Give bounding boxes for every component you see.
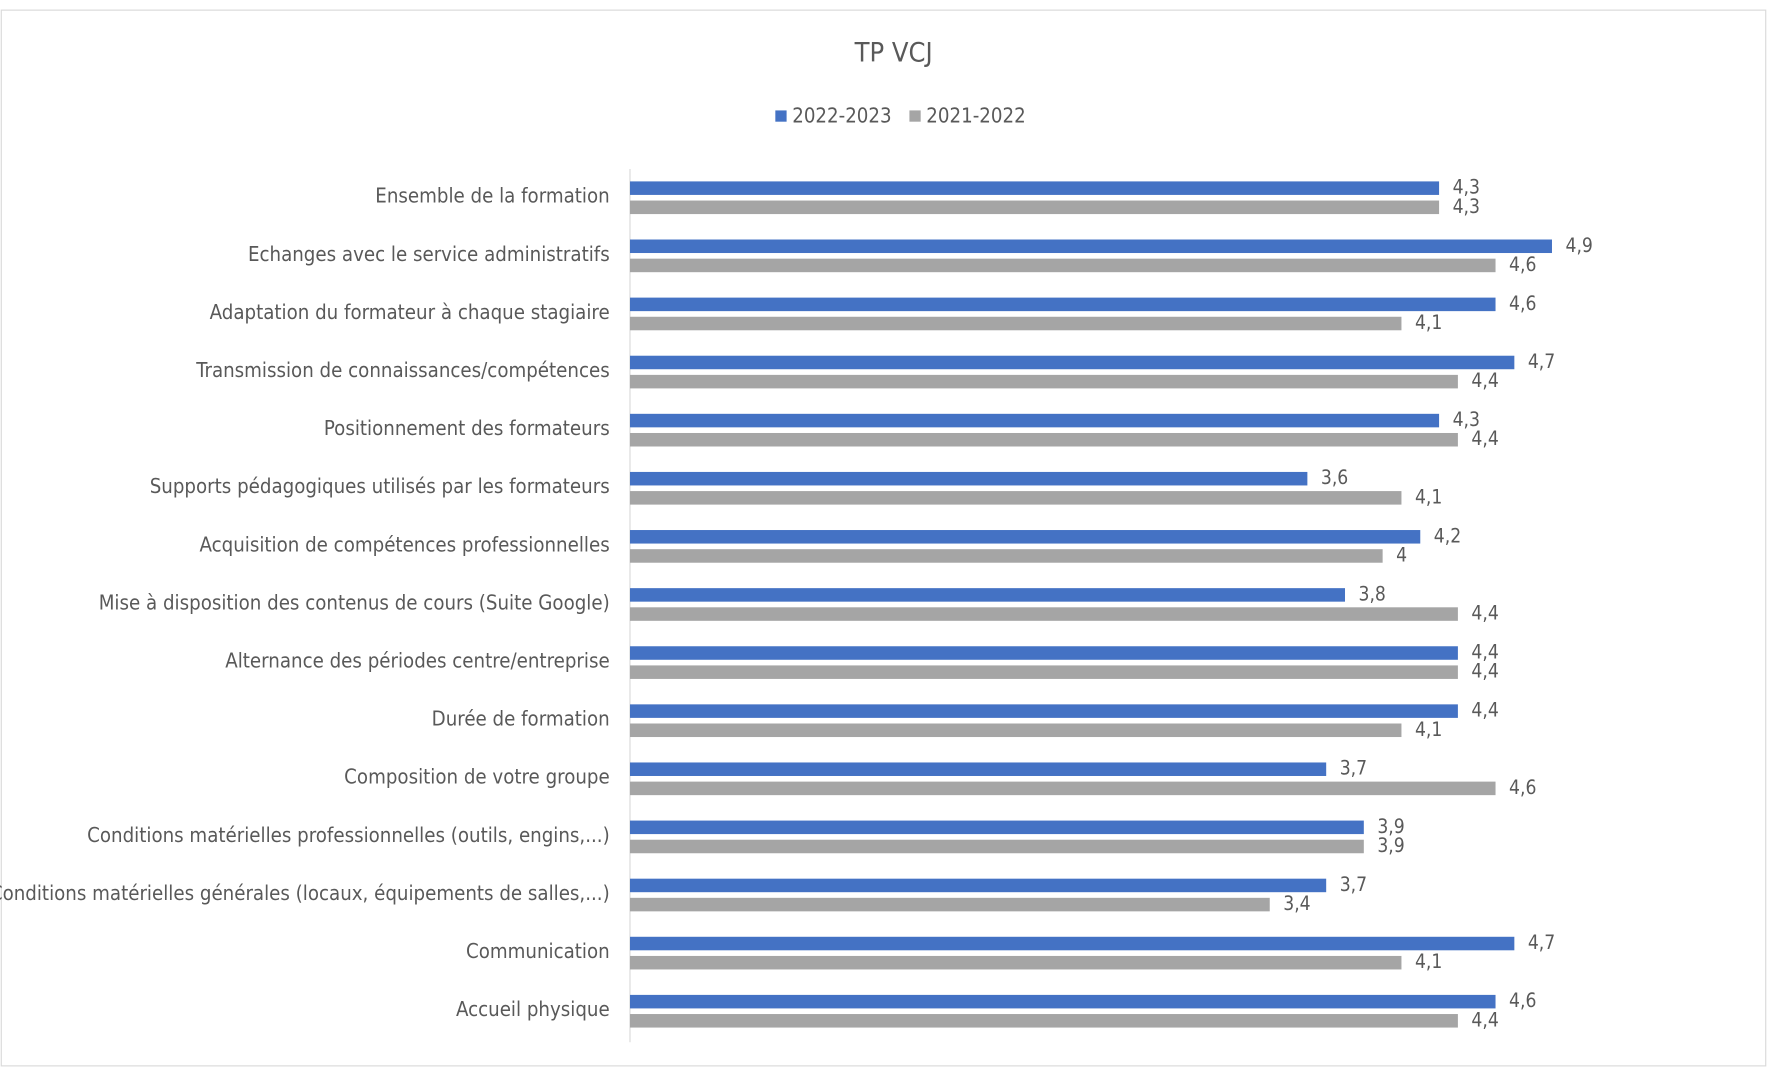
data-label: 4,6	[1509, 292, 1536, 315]
data-label: 4,3	[1453, 176, 1480, 199]
data-label: 4,4	[1471, 660, 1498, 683]
legend-label: 2022-2023	[792, 104, 891, 128]
data-label: 4,4	[1471, 641, 1498, 664]
data-label: 4,7	[1528, 931, 1555, 954]
data-label: 4,1	[1415, 950, 1442, 973]
bar	[629, 316, 1402, 331]
bar	[629, 820, 1364, 835]
y-tick-label: Communication	[466, 939, 610, 963]
data-label: 4,4	[1471, 369, 1498, 392]
bar	[629, 200, 1440, 215]
data-label: 4,7	[1528, 350, 1555, 373]
data-label: 4,1	[1415, 311, 1442, 334]
data-label: 3,6	[1321, 466, 1348, 489]
data-label: 3,9	[1377, 834, 1404, 857]
bar	[629, 1014, 1458, 1028]
data-label: 4,4	[1471, 699, 1498, 722]
data-label: 4,6	[1509, 989, 1536, 1012]
bar	[629, 374, 1458, 389]
bar	[629, 994, 1496, 1009]
y-tick-label: Transmission de connaissances/compétence…	[195, 358, 609, 382]
legend-swatch	[909, 110, 921, 122]
bar	[629, 781, 1496, 796]
data-label: 4,6	[1509, 253, 1536, 276]
bar	[629, 955, 1402, 970]
bar	[629, 491, 1402, 505]
bar	[629, 936, 1515, 951]
bar	[629, 665, 1458, 679]
bar	[629, 897, 1270, 912]
y-tick-label: Acquisition de compétences professionnel…	[199, 532, 609, 556]
y-tick-label: Ensemble de la formation	[375, 184, 609, 208]
bar	[629, 704, 1458, 718]
y-tick-label: Durée de formation	[432, 707, 610, 731]
bar	[629, 762, 1327, 776]
data-label: 4,4	[1471, 602, 1498, 625]
y-tick-label: Alternance des périodes centre/entrepris…	[225, 649, 609, 673]
bar	[629, 588, 1346, 602]
bar	[629, 878, 1327, 893]
y-tick-label: Conditions matérielles générales (locaux…	[0, 881, 610, 905]
bar	[629, 413, 1440, 428]
data-label: 4	[1396, 543, 1407, 566]
bar	[629, 432, 1458, 447]
chart-title: TP VCJ	[854, 38, 933, 69]
bar	[629, 646, 1458, 660]
data-label: 4,4	[1471, 427, 1498, 450]
data-label: 4,1	[1415, 718, 1442, 741]
bar	[629, 258, 1496, 273]
y-tick-label: Conditions matérielles professionnelles …	[87, 823, 610, 847]
data-label: 4,2	[1434, 524, 1461, 547]
data-label: 4,4	[1471, 1008, 1498, 1031]
y-tick-label: Adaptation du formateur à chaque stagiai…	[210, 300, 610, 324]
bar	[629, 355, 1515, 370]
data-label: 4,1	[1415, 485, 1442, 508]
legend-swatch	[775, 110, 787, 122]
bar	[629, 530, 1421, 544]
data-label: 4,6	[1509, 776, 1536, 799]
data-label: 4,3	[1453, 408, 1480, 431]
bar	[629, 607, 1458, 621]
data-label: 3,4	[1283, 892, 1310, 915]
bar	[629, 839, 1364, 854]
y-tick-label: Supports pédagogiques utilisés par les f…	[150, 474, 610, 498]
bar	[629, 181, 1440, 195]
data-label: 3,8	[1359, 582, 1386, 605]
bar	[629, 549, 1383, 563]
legend-label: 2021-2022	[926, 104, 1025, 128]
data-label: 4,9	[1566, 234, 1593, 257]
bar	[629, 239, 1552, 254]
data-label: 4,3	[1453, 195, 1480, 218]
data-label: 3,7	[1340, 757, 1367, 780]
y-tick-label: Positionnement des formateurs	[324, 416, 610, 440]
data-label: 3,7	[1340, 873, 1367, 896]
y-tick-label: Composition de votre groupe	[344, 765, 610, 789]
y-tick-label: Accueil physique	[456, 997, 610, 1021]
bar	[629, 297, 1496, 312]
bar	[629, 471, 1308, 486]
bar	[629, 723, 1402, 738]
data-label: 3,9	[1377, 815, 1404, 838]
y-tick-label: Echanges avec le service administratifs	[248, 242, 610, 266]
y-tick-label: Mise à disposition des contenus de cours…	[99, 590, 610, 614]
